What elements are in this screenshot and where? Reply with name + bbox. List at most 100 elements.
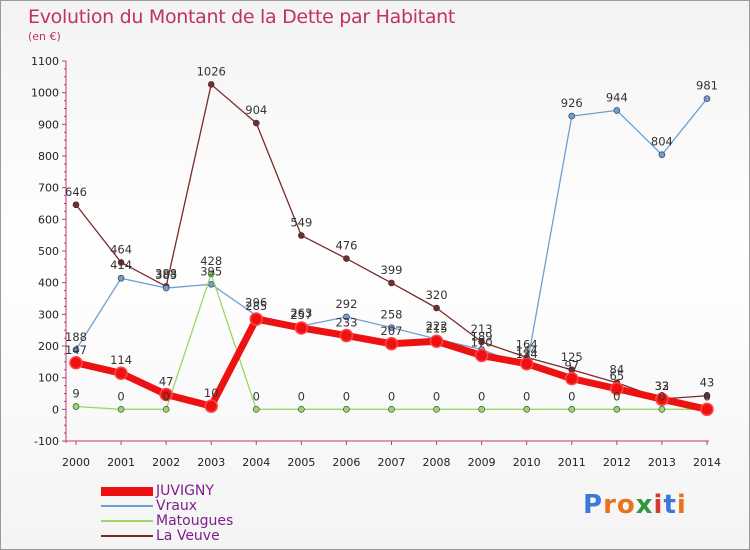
data-point-matougues (478, 406, 485, 413)
data-point-juvigny (655, 392, 669, 406)
data-label-matougues: 0 (388, 389, 395, 403)
data-label-la-veuve: 213 (471, 322, 493, 336)
data-labels: 6464643881026904549476399320213164125843… (65, 64, 718, 403)
series-layer (69, 81, 714, 417)
data-point-la-veuve (207, 81, 215, 88)
data-label-juvigny: 114 (110, 353, 132, 367)
data-label-vraux: 188 (65, 330, 87, 344)
data-label-matougues: 0 (298, 389, 305, 403)
data-label-juvigny: 32 (655, 379, 670, 393)
x-tick-label: 2001 (107, 456, 135, 469)
data-point-matougues (343, 406, 350, 413)
x-tick-label: 2005 (287, 456, 315, 469)
data-point-juvigny (339, 328, 354, 343)
data-label-la-veuve: 1026 (197, 64, 226, 78)
logo-letter: i (653, 490, 664, 520)
data-label-matougues: 0 (433, 389, 440, 403)
data-point-juvigny (204, 399, 218, 413)
data-label-vraux: 804 (651, 135, 673, 149)
data-label-matougues: 428 (200, 254, 222, 268)
data-point-la-veuve (703, 392, 711, 400)
y-tick-label: 1000 (31, 87, 59, 100)
data-label-la-veuve: 399 (381, 263, 403, 277)
data-label-juvigny: 215 (426, 321, 448, 335)
data-label-matougues: 0 (613, 389, 620, 403)
data-label-matougues: 0 (253, 389, 260, 403)
chart-unit-label: (en €) (28, 30, 61, 43)
data-point-matougues (252, 406, 260, 413)
data-label-matougues: 9 (72, 386, 79, 400)
x-tick-label: 2002 (152, 456, 180, 469)
legend-swatch (101, 520, 153, 522)
data-point-juvigny (700, 402, 714, 417)
data-point-juvigny (565, 371, 579, 386)
data-point-la-veuve (388, 279, 395, 287)
logo-letter: r (603, 490, 617, 520)
data-point-la-veuve (343, 255, 350, 262)
data-label-juvigny: 147 (65, 343, 87, 357)
data-label-matougues: 0 (703, 389, 710, 403)
data-label-juvigny: 257 (290, 308, 312, 322)
x-tick-label: 2006 (332, 456, 360, 469)
data-label-juvigny: 207 (381, 324, 403, 338)
chart-title: Evolution du Montant de la Dette par Hab… (28, 6, 456, 28)
data-point-matougues (568, 406, 576, 413)
data-label-juvigny: 10 (204, 386, 219, 400)
x-tick-label: 2013 (648, 456, 676, 469)
y-tick-label: 300 (38, 308, 59, 321)
y-tick-label: 100 (38, 372, 59, 385)
legend-label: Matougues (156, 513, 234, 529)
legend-swatch (101, 505, 153, 507)
data-label-vraux: 296 (245, 296, 267, 310)
y-tick-label: 1100 (31, 55, 59, 68)
data-label-vraux: 222 (426, 319, 448, 333)
data-point-vraux (343, 313, 350, 321)
data-point-juvigny (69, 356, 83, 370)
data-point-juvigny (610, 382, 624, 396)
data-point-juvigny (159, 387, 173, 402)
x-tick-label: 2014 (693, 456, 721, 469)
y-tick-label: 400 (38, 277, 59, 290)
data-point-vraux (162, 284, 170, 292)
data-point-la-veuve (252, 119, 260, 127)
data-label-la-veuve: 464 (110, 242, 132, 256)
data-label-matougues: 0 (117, 389, 124, 403)
data-point-vraux (72, 346, 80, 354)
data-point-matougues (523, 406, 531, 413)
data-label-juvigny: 285 (245, 299, 267, 313)
x-tick-label: 2004 (242, 456, 270, 469)
axes: -100010020030040050060070080090010001100… (31, 55, 721, 469)
data-label-vraux: 926 (561, 96, 583, 110)
data-point-juvigny (384, 337, 399, 351)
y-tick-label: 600 (38, 213, 59, 226)
data-label-matougues: 0 (523, 389, 530, 403)
data-point-vraux (568, 112, 576, 120)
y-tick-label: 700 (38, 182, 59, 195)
data-point-vraux (703, 95, 711, 102)
y-tick-label: 900 (38, 118, 59, 131)
data-point-juvigny (474, 348, 489, 363)
data-point-juvigny (294, 321, 309, 335)
data-point-vraux (388, 324, 395, 331)
x-tick-label: 2010 (513, 456, 541, 469)
data-label-juvigny: 233 (335, 316, 357, 330)
data-point-la-veuve (433, 304, 440, 312)
data-label-la-veuve: 646 (65, 185, 87, 199)
data-label-la-veuve: 388 (155, 266, 177, 280)
data-label-juvigny: 47 (159, 374, 174, 388)
logo-letter: o (616, 490, 636, 520)
data-point-matougues (207, 270, 215, 278)
data-label-juvigny: 65 (610, 369, 625, 383)
data-point-juvigny (249, 312, 264, 326)
data-point-matougues (658, 406, 666, 413)
data-label-la-veuve: 33 (655, 379, 670, 393)
data-label-vraux: 258 (381, 308, 403, 322)
data-label-juvigny: 0 (703, 389, 710, 403)
data-label-vraux: 292 (335, 297, 357, 311)
data-point-la-veuve (72, 201, 80, 209)
logo-letter: i (676, 490, 687, 520)
data-point-la-veuve (117, 259, 125, 266)
data-point-matougues (433, 406, 440, 413)
data-label-matougues: 0 (162, 389, 169, 403)
